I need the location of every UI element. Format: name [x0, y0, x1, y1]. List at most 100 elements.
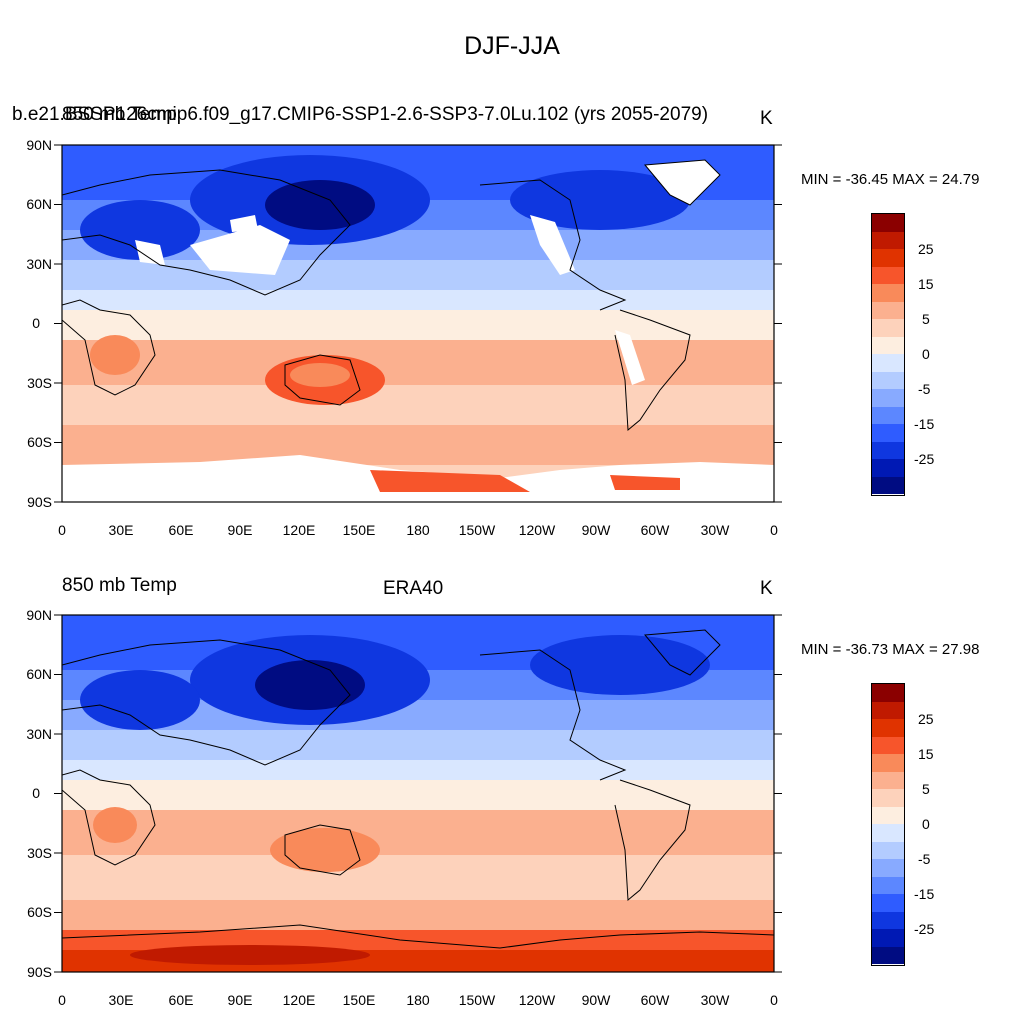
- panel2-lat-label: 30S: [27, 845, 52, 861]
- colorbar-swatch: [872, 354, 904, 372]
- panel1-lon-label: 30W: [700, 522, 730, 538]
- panel2-lon-label: 150W: [458, 992, 496, 1008]
- colorbar-swatch: [872, 719, 904, 737]
- colorbar-tick-label: -25: [914, 921, 935, 937]
- panel2-left-label: 850 mb Temp: [62, 575, 177, 596]
- panel1-lon-label: 150E: [342, 522, 376, 538]
- panel1-lat-label: 30N: [26, 256, 52, 272]
- colorbar-swatch: [872, 771, 904, 789]
- colorbar-tick-label: 15: [918, 746, 934, 762]
- colorbar-tick-label: -15: [914, 416, 935, 432]
- colorbar-swatch: [872, 214, 904, 232]
- colorbar-swatch: [872, 249, 904, 267]
- colorbar-swatch: [872, 824, 904, 842]
- panel2-ticks: [54, 614, 782, 973]
- panel2-lat-label: 60S: [27, 904, 52, 920]
- panel2-lon-label: 30W: [700, 992, 730, 1008]
- panel2-map: [62, 615, 774, 972]
- colorbar-tick-label: 5: [922, 311, 930, 327]
- colorbar-swatch: [872, 476, 904, 494]
- panel1-lon-label: 150W: [458, 522, 496, 538]
- colorbar-swatch: [872, 336, 904, 354]
- panel1-lon-label: 30E: [108, 522, 134, 538]
- colorbar-swatch: [872, 946, 904, 964]
- colorbar-swatch: [872, 389, 904, 407]
- colorbar-tick-label: 0: [922, 816, 930, 832]
- colorbar-swatch: [872, 406, 904, 424]
- panel1-lon-label: 60E: [168, 522, 194, 538]
- panel2-lon-label: 150E: [342, 992, 376, 1008]
- colorbar-swatch: [872, 876, 904, 894]
- panel2-lat-label: 0: [32, 785, 40, 801]
- colorbar-swatch: [872, 789, 904, 807]
- panel2-lat-label: 30N: [26, 726, 52, 742]
- colorbar-swatch: [872, 859, 904, 877]
- colorbar-swatch: [872, 806, 904, 824]
- panel2-lon-label: 60E: [168, 992, 194, 1008]
- panel1-lat-label: 60S: [27, 434, 52, 450]
- panel1-lon-label: 0: [58, 522, 66, 538]
- figure-title: DJF-JJA: [464, 32, 560, 60]
- panel1-lat-label: 30S: [27, 375, 52, 391]
- panel2-right-label: K: [760, 578, 773, 599]
- colorbar-tick-label: 25: [918, 241, 934, 257]
- panel1-lon-label: 60W: [640, 522, 670, 538]
- colorbar-swatch: [872, 301, 904, 319]
- colorbar-swatch: [872, 424, 904, 442]
- panel2-lon-label: 0: [770, 992, 778, 1008]
- colorbar-swatch: [872, 459, 904, 477]
- panel2-colorbar: [871, 683, 905, 966]
- panel1-left-label: 850 mb Temp: [62, 104, 177, 125]
- colorbar-swatch: [872, 841, 904, 859]
- colorbar-tick-label: -5: [918, 381, 931, 397]
- panel1-lon-label: 120W: [518, 522, 556, 538]
- colorbar-tick-label: 0: [922, 346, 930, 362]
- colorbar-swatch: [872, 441, 904, 459]
- panel2-lon-label: 90W: [581, 992, 611, 1008]
- colorbar-tick-label: 15: [918, 276, 934, 292]
- panel2-lon-label: 0: [58, 992, 66, 1008]
- panel2-lat-label: 90S: [27, 964, 52, 980]
- panel2-lon-label: 90E: [227, 992, 253, 1008]
- panel2-lon-label: 60W: [640, 992, 670, 1008]
- panel2-lat-label: 60N: [26, 666, 52, 682]
- colorbar-swatch: [872, 929, 904, 947]
- colorbar-tick-label: -25: [914, 451, 935, 467]
- panel1-lon-label: 90E: [227, 522, 253, 538]
- colorbar-tick-label: 5: [922, 781, 930, 797]
- panel2-lon-label: 180: [406, 992, 430, 1008]
- colorbar-tick-label: -5: [918, 851, 931, 867]
- colorbar-swatch: [872, 754, 904, 772]
- colorbar-swatch: [872, 371, 904, 389]
- colorbar-tick-label: -15: [914, 886, 935, 902]
- panel1-lon-label: 0: [770, 522, 778, 538]
- panel1-lat-label: 0: [32, 315, 40, 331]
- panel1-ticks: [54, 144, 782, 503]
- panel1-colorbar: [871, 213, 905, 496]
- panel1-lon-label: 120E: [282, 522, 316, 538]
- colorbar-swatch: [872, 701, 904, 719]
- panel2-lat-label: 90N: [26, 607, 52, 623]
- colorbar-swatch: [872, 911, 904, 929]
- panel2-lon-label: 120E: [282, 992, 316, 1008]
- panel1-minmax: MIN = -36.45 MAX = 24.79: [801, 171, 980, 188]
- colorbar-tick-label: 25: [918, 711, 934, 727]
- colorbar-swatch: [872, 894, 904, 912]
- panel2-lon-label: 30E: [108, 992, 134, 1008]
- panel1-lon-label: 180: [406, 522, 430, 538]
- colorbar-swatch: [872, 284, 904, 302]
- panel2-minmax: MIN = -36.73 MAX = 27.98: [801, 641, 980, 658]
- panel1-lat-label: 60N: [26, 196, 52, 212]
- panel1-right-label: K: [760, 108, 773, 129]
- panel1-center-label: b.e21.BSSP126cmip6.f09_g17.CMIP6-SSP1-2.…: [12, 104, 709, 125]
- panel1-lat-label: 90S: [27, 494, 52, 510]
- panel1-map: [62, 145, 774, 502]
- colorbar-swatch: [872, 736, 904, 754]
- colorbar-swatch: [872, 266, 904, 284]
- panel2-lon-label: 120W: [518, 992, 556, 1008]
- panel2-center-label: ERA40: [383, 578, 444, 599]
- panel1-lon-label: 90W: [581, 522, 611, 538]
- colorbar-swatch: [872, 684, 904, 702]
- colorbar-swatch: [872, 231, 904, 249]
